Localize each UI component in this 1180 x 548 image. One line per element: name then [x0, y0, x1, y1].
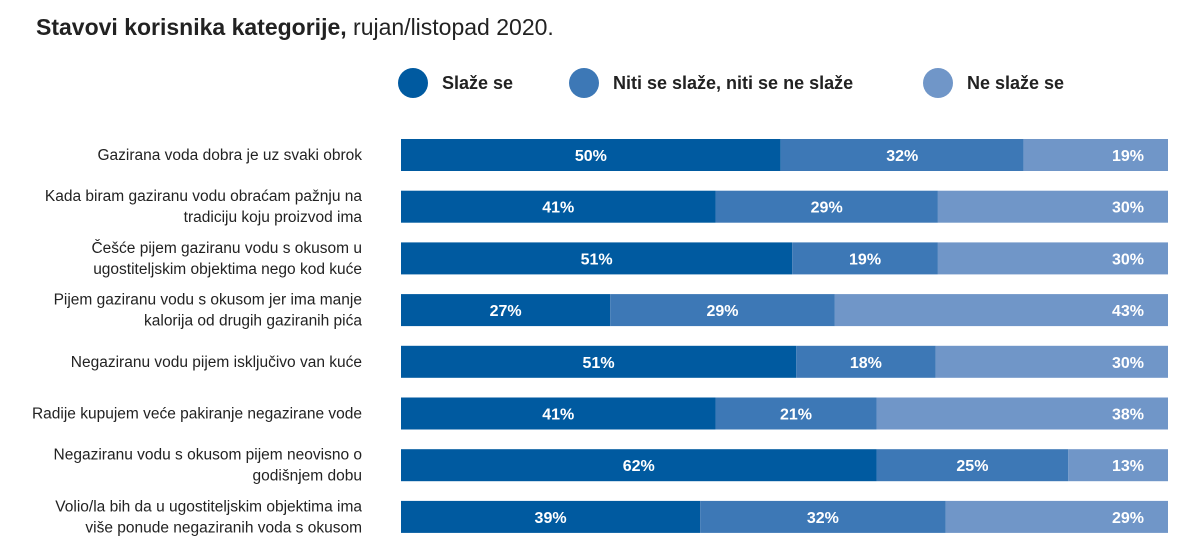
row-label-line: tradiciju koju proizvod ima	[184, 209, 363, 226]
row-label: Volio/la bih da u ugostiteljskim objekti…	[55, 498, 362, 536]
row-label-line: ugostiteljskim objektima nego kod kuće	[93, 261, 362, 278]
row-label-line: Češće pijem gaziranu vodu s okusom u	[91, 240, 362, 257]
bar-segment-agree	[401, 139, 781, 171]
bar-segment-neutral	[715, 190, 938, 223]
value-label-disagree: 13%	[1112, 458, 1144, 475]
legend-swatch-agree	[398, 68, 428, 98]
row-label: Kada biram gaziranu vodu obraćam pažnju …	[45, 188, 362, 226]
row-label-line: Volio/la bih da u ugostiteljskim objekti…	[55, 498, 362, 515]
value-label-disagree: 19%	[1112, 148, 1144, 165]
bar-segment-agree	[401, 500, 701, 533]
row-label-line: više ponude negaziranih voda s okusom	[85, 519, 362, 536]
row-label-line: Kada biram gaziranu vodu obraćam pažnju …	[45, 188, 362, 205]
value-label-neutral: 29%	[707, 303, 739, 320]
value-label-agree: 27%	[490, 303, 522, 320]
bar-segment-agree	[401, 242, 793, 275]
value-label-agree: 39%	[535, 510, 567, 527]
value-label-neutral: 29%	[811, 200, 843, 217]
row-label-line: Radije kupujem veće pakiranje negazirane…	[32, 406, 362, 423]
value-label-disagree: 30%	[1112, 355, 1144, 372]
bar-segment-agree	[401, 397, 716, 430]
value-label-disagree: 43%	[1112, 303, 1144, 320]
bar-segment-disagree	[834, 294, 1168, 327]
value-label-neutral: 32%	[807, 510, 839, 527]
row-label: Negaziranu vodu s okusom pijem neovisno …	[54, 447, 362, 485]
bar-segment-agree	[401, 449, 877, 482]
bar-segment-agree	[401, 345, 797, 378]
bar-segment-agree	[401, 294, 611, 327]
row-label-line: Negaziranu vodu pijem isključivo van kuć…	[71, 354, 362, 371]
value-label-disagree: 38%	[1112, 407, 1144, 424]
bar-segment-disagree	[1068, 449, 1168, 482]
bar-segment-neutral	[780, 139, 1024, 171]
value-label-agree: 50%	[575, 148, 607, 165]
bar-segment-neutral	[876, 449, 1069, 482]
legend-item-agree: Slaže se	[398, 66, 513, 100]
value-label-disagree: 29%	[1112, 510, 1144, 527]
value-label-agree: 51%	[583, 355, 615, 372]
legend-label-disagree: Ne slaže se	[967, 72, 1065, 93]
value-label-neutral: 21%	[780, 407, 812, 424]
legend-swatch-disagree	[923, 68, 953, 98]
row-label-line: Negaziranu vodu s okusom pijem neovisno …	[54, 447, 362, 464]
value-label-neutral: 32%	[886, 148, 918, 165]
bar-segment-neutral	[715, 397, 877, 430]
row-label: Pijem gaziranu vodu s okusom jer ima man…	[54, 292, 363, 330]
bar-segment-disagree	[935, 345, 1168, 378]
row-label: Gazirana voda dobra je uz svaki obrok	[97, 147, 362, 164]
legend: Slaže se Niti se slaže, niti se ne slaže…	[0, 66, 1180, 100]
legend-label-neutral: Niti se slaže, niti se ne slaže	[613, 72, 854, 93]
bar-segment-neutral	[700, 500, 946, 533]
bar-segment-disagree	[876, 397, 1168, 430]
value-label-agree: 41%	[542, 407, 574, 424]
legend-item-disagree: Ne slaže se	[923, 66, 1064, 100]
value-label-neutral: 18%	[850, 355, 882, 372]
value-label-neutral: 19%	[849, 251, 881, 268]
chart-title-bold: Stavovi korisnika kategorije,	[36, 14, 347, 40]
bar-segment-disagree	[945, 500, 1168, 533]
row-label: Radije kupujem veće pakiranje negazirane…	[32, 406, 362, 423]
bar-segment-disagree	[937, 242, 1168, 275]
bar-segment-neutral	[792, 242, 938, 275]
value-label-disagree: 30%	[1112, 200, 1144, 217]
chart-title: Stavovi korisnika kategorije, rujan/list…	[36, 14, 554, 41]
row-label-line: Pijem gaziranu vodu s okusom jer ima man…	[54, 292, 362, 309]
bar-segment-disagree	[1023, 139, 1168, 171]
bar-segment-disagree	[937, 190, 1168, 223]
row-label: Češće pijem gaziranu vodu s okusom u ugos…	[91, 240, 362, 278]
legend-label-agree: Slaže se	[442, 72, 514, 93]
legend-item-neutral: Niti se slaže, niti se ne slaže	[569, 66, 853, 100]
bar-segment-neutral	[610, 294, 835, 327]
value-label-disagree: 30%	[1112, 251, 1144, 268]
bar-segment-neutral	[796, 345, 936, 378]
value-label-agree: 51%	[581, 251, 613, 268]
value-label-neutral: 25%	[956, 458, 988, 475]
value-label-agree: 62%	[623, 458, 655, 475]
row-label: Negaziranu vodu pijem isključivo van kuć…	[71, 354, 362, 371]
chart-title-regular: rujan/listopad 2020.	[346, 14, 554, 40]
value-label-agree: 41%	[542, 200, 574, 217]
row-label-line: Gazirana voda dobra je uz svaki obrok	[97, 147, 362, 164]
bar-segment-agree	[401, 190, 716, 223]
legend-swatch-neutral	[569, 68, 599, 98]
row-label-line: kalorija od drugih gaziranih pića	[144, 313, 362, 330]
row-label-line: godišnjem dobu	[253, 468, 362, 485]
